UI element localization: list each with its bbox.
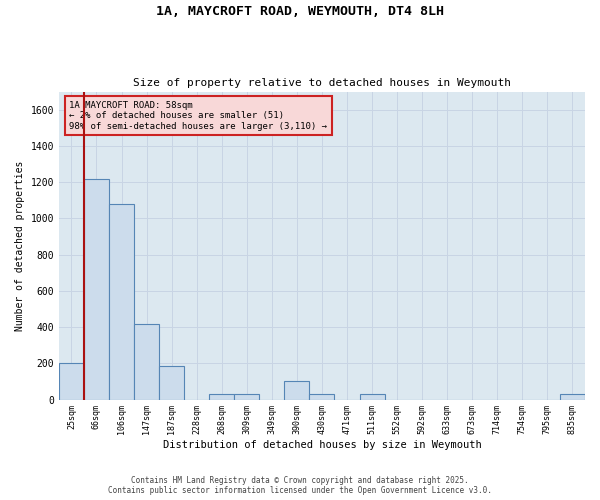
Bar	[159, 366, 184, 400]
Y-axis label: Number of detached properties: Number of detached properties	[15, 160, 25, 331]
Title: Size of property relative to detached houses in Weymouth: Size of property relative to detached ho…	[133, 78, 511, 88]
Bar	[234, 394, 259, 400]
Bar	[359, 394, 385, 400]
X-axis label: Distribution of detached houses by size in Weymouth: Distribution of detached houses by size …	[163, 440, 481, 450]
Bar	[310, 394, 334, 400]
Bar	[560, 394, 585, 400]
Bar	[134, 324, 159, 400]
Bar	[284, 382, 310, 400]
Text: 1A, MAYCROFT ROAD, WEYMOUTH, DT4 8LH: 1A, MAYCROFT ROAD, WEYMOUTH, DT4 8LH	[156, 5, 444, 18]
Bar	[209, 394, 234, 400]
Bar	[59, 364, 84, 400]
Text: Contains HM Land Registry data © Crown copyright and database right 2025.
Contai: Contains HM Land Registry data © Crown c…	[108, 476, 492, 495]
Bar	[109, 204, 134, 400]
Bar	[84, 178, 109, 400]
Text: 1A MAYCROFT ROAD: 58sqm
← 2% of detached houses are smaller (51)
98% of semi-det: 1A MAYCROFT ROAD: 58sqm ← 2% of detached…	[70, 101, 328, 130]
